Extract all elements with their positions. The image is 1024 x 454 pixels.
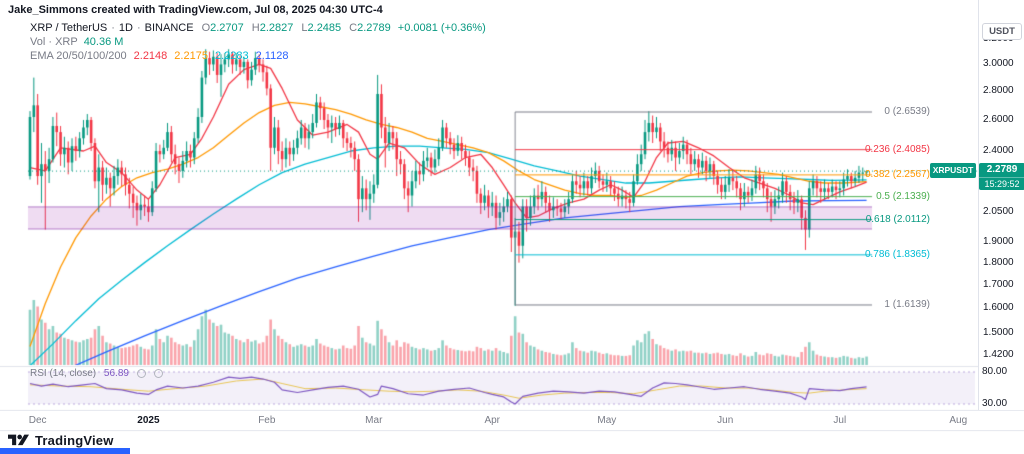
rsi-value: 56.89 xyxy=(103,368,129,379)
ema200-value: 2.1128 xyxy=(255,50,289,62)
attribution-watermark: Jake_Simmons created with TradingView.co… xyxy=(8,4,383,16)
time-axis-label: Mar xyxy=(365,415,383,426)
close-value: 2.2789 xyxy=(357,22,391,34)
tradingview-logo[interactable] xyxy=(8,432,29,449)
fib-level-label: 0 (2.6539) xyxy=(884,106,930,117)
price-tick-label: 2.8000 xyxy=(983,85,1014,97)
time-axis-label: Apr xyxy=(484,415,500,426)
fib-level-label: 0.5 (2.1339) xyxy=(876,190,930,202)
fib-level-label: 0.382 (2.2567) xyxy=(864,168,930,180)
price-tick-label: 2.6000 xyxy=(983,113,1014,125)
price-tick-label: 1.9000 xyxy=(983,235,1014,247)
price-tick-label: 1.8000 xyxy=(983,256,1014,268)
last-price-tag: 2.2789 15:29:52 xyxy=(979,163,1024,191)
exchange-label: BINANCE xyxy=(144,22,194,34)
price-tick-label: 1.7000 xyxy=(983,278,1014,290)
rsi-indicator-label[interactable]: RSI (14, close) xyxy=(30,368,97,379)
high-value: 2.2827 xyxy=(259,22,294,34)
settings-icon[interactable] xyxy=(153,368,163,378)
ema-label[interactable]: EMA 20/50/100/200 xyxy=(30,50,127,62)
change-value: +0.0081 (+0.36%) xyxy=(397,22,486,34)
time-axis[interactable]: Dec 2025 Feb Mar Apr May Jun Jul Aug xyxy=(0,411,1024,430)
chart-legend: XRP / TetherUS · 1D · BINANCE O2.2707 H2.2827 L… xyxy=(30,21,486,63)
symbol-title[interactable]: XRP / TetherUS xyxy=(30,22,108,34)
bar-countdown: 15:29:52 xyxy=(979,177,1024,190)
time-axis-label: Jun xyxy=(717,415,734,426)
currency-button[interactable]: USDT xyxy=(982,23,1022,40)
price-tick-label: 1.6000 xyxy=(983,302,1014,314)
time-axis-label: Jul xyxy=(833,415,847,426)
fib-level-label: 0.786 (1.8365) xyxy=(864,248,930,260)
symbol-price-label: XRPUSDT xyxy=(930,163,976,179)
rsi-lower-band-label: 30.00 xyxy=(982,398,1008,409)
price-tick-label: 2.0500 xyxy=(983,206,1014,218)
rsi-upper-band-label: 80.00 xyxy=(982,366,1008,377)
bottom-blue-bar xyxy=(0,448,130,454)
ema-row: EMA 20/50/100/200 2.2148 2.2175 2.2283 2.112… xyxy=(30,49,486,63)
open-value: 2.2707 xyxy=(210,22,244,34)
eye-icon[interactable] xyxy=(136,368,146,378)
time-axis-label: 2025 xyxy=(137,415,160,426)
high-label: H xyxy=(251,22,260,34)
legend-separator: · xyxy=(111,22,115,34)
low-value: 2.2485 xyxy=(307,22,342,34)
open-label: O xyxy=(201,22,211,34)
last-price-value: 2.2789 xyxy=(986,164,1018,176)
volume-value: 40.36 M xyxy=(83,36,124,48)
symbol-row: XRP / TetherUS · 1D · BINANCE O2.2707 H2.2827 L… xyxy=(30,21,486,35)
footer: TradingView xyxy=(8,432,114,449)
volume-label[interactable]: Vol · XRP xyxy=(30,36,78,48)
volume-row: Vol · XRP 40.36 M xyxy=(30,35,486,49)
price-axis[interactable]: USDT 3.20003.00002.80002.60002.40002.050… xyxy=(978,0,1024,410)
fib-level-label: 1 (1.6139) xyxy=(884,298,930,310)
time-axis-label: Dec xyxy=(28,415,47,426)
fib-level-label: 0.236 (2.4085) xyxy=(864,143,930,155)
low-label: L xyxy=(301,22,308,34)
time-axis-label: May xyxy=(597,415,617,426)
price-tick-label: 3.0000 xyxy=(983,58,1014,70)
time-axis-label: Aug xyxy=(949,415,968,426)
ema50-value: 2.2175 xyxy=(174,50,208,62)
ema20-value: 2.2148 xyxy=(133,50,168,62)
ema100-value: 2.2283 xyxy=(214,50,249,62)
interval-label[interactable]: 1D xyxy=(118,22,133,34)
legend-separator: · xyxy=(136,22,141,34)
time-axis-label: Feb xyxy=(258,415,276,426)
price-tick-label: 2.4000 xyxy=(983,145,1014,157)
close-label: C xyxy=(349,22,358,34)
price-tick-label: 1.4200 xyxy=(983,348,1014,360)
rsi-legend: RSI (14, close) 56.89 xyxy=(30,368,163,379)
tradingview-brand-text[interactable]: TradingView xyxy=(35,433,114,448)
price-tick-label: 1.5000 xyxy=(983,327,1014,339)
fib-level-label: 0.618 (2.0112) xyxy=(865,213,930,225)
